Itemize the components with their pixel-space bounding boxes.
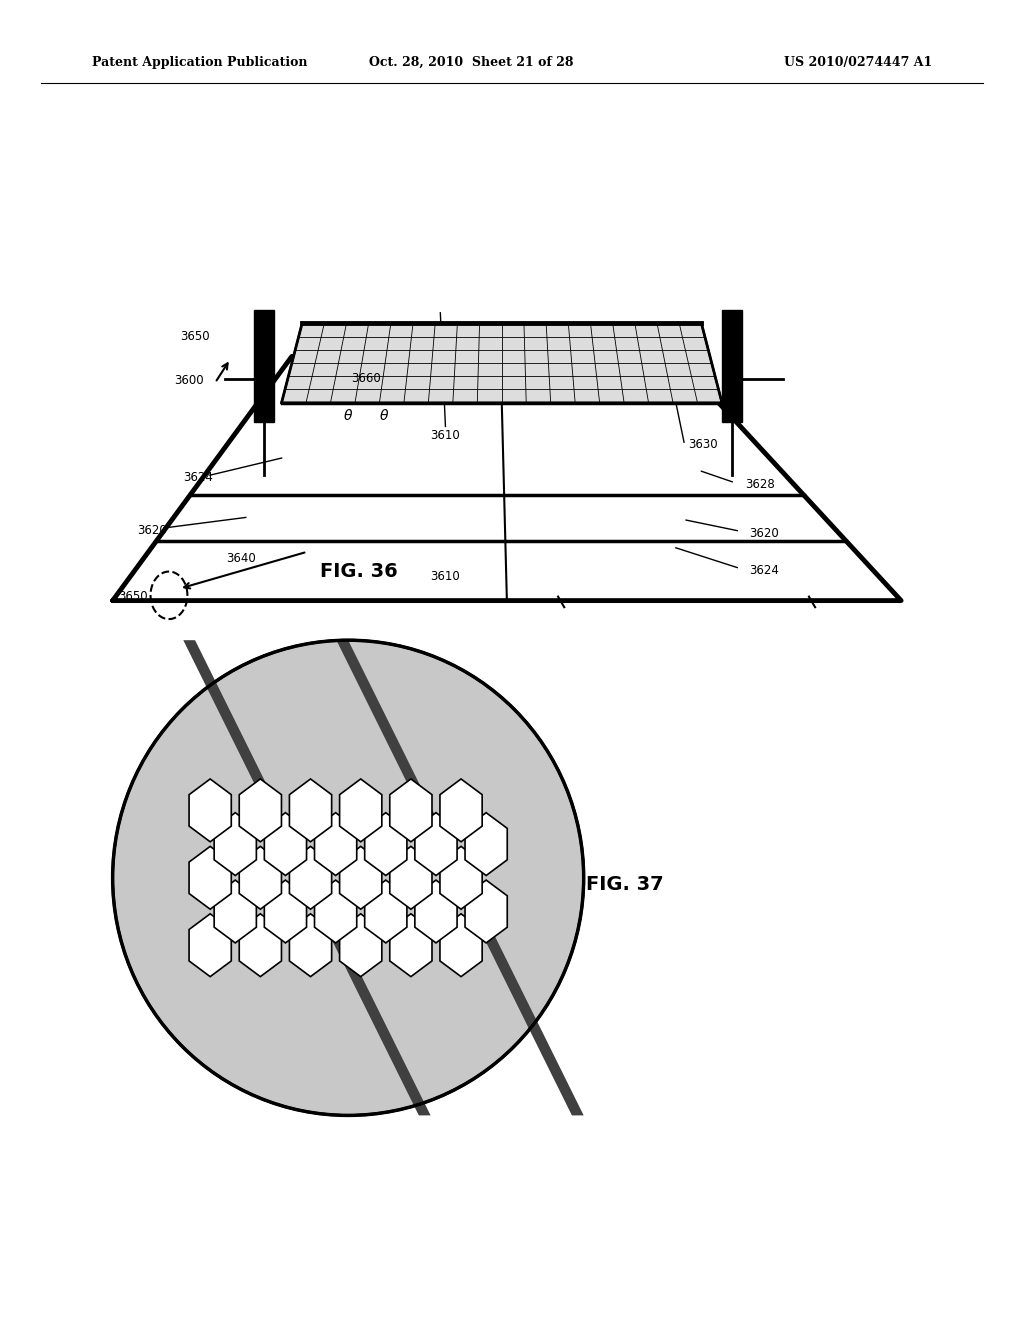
Text: 3650: 3650	[119, 590, 147, 603]
Text: FIG. 36: FIG. 36	[319, 562, 397, 581]
Text: 3620: 3620	[136, 524, 167, 537]
Text: 3620: 3620	[750, 527, 779, 540]
Polygon shape	[415, 813, 457, 875]
Text: 3624: 3624	[750, 564, 779, 577]
Polygon shape	[336, 640, 584, 1115]
Polygon shape	[183, 640, 431, 1115]
Text: Patent Application Publication: Patent Application Publication	[92, 55, 307, 69]
Polygon shape	[440, 779, 482, 842]
Polygon shape	[415, 880, 457, 942]
Polygon shape	[290, 779, 332, 842]
Polygon shape	[340, 846, 382, 909]
Text: 3600: 3600	[175, 374, 204, 387]
Polygon shape	[390, 913, 432, 977]
Polygon shape	[282, 323, 722, 403]
Text: Oct. 28, 2010  Sheet 21 of 28: Oct. 28, 2010 Sheet 21 of 28	[369, 55, 573, 69]
Polygon shape	[390, 846, 432, 909]
Ellipse shape	[113, 640, 584, 1115]
Text: US 2010/0274447 A1: US 2010/0274447 A1	[783, 55, 932, 69]
Text: 3680: 3680	[473, 927, 503, 940]
Polygon shape	[214, 880, 256, 942]
Polygon shape	[240, 779, 282, 842]
Polygon shape	[365, 880, 407, 942]
Bar	[722, 310, 742, 422]
Polygon shape	[340, 779, 382, 842]
Text: 3640: 3640	[225, 552, 256, 565]
Text: 3610: 3610	[430, 429, 461, 442]
Text: 3610: 3610	[430, 570, 461, 583]
Text: 3660: 3660	[351, 372, 381, 385]
Polygon shape	[240, 846, 282, 909]
Text: 3630: 3630	[688, 438, 718, 451]
Text: FIG. 37: FIG. 37	[586, 875, 664, 894]
Text: 3628: 3628	[745, 478, 775, 491]
Polygon shape	[440, 913, 482, 977]
Polygon shape	[465, 813, 507, 875]
Polygon shape	[290, 913, 332, 977]
Text: 3650: 3650	[180, 330, 209, 343]
Polygon shape	[189, 779, 231, 842]
Text: $\theta$: $\theta$	[343, 408, 353, 424]
Polygon shape	[440, 846, 482, 909]
Polygon shape	[189, 913, 231, 977]
Text: 3610: 3610	[179, 970, 210, 983]
Polygon shape	[264, 813, 306, 875]
Polygon shape	[390, 779, 432, 842]
Polygon shape	[365, 813, 407, 875]
Text: 3670: 3670	[473, 805, 503, 818]
Polygon shape	[290, 846, 332, 909]
Polygon shape	[340, 913, 382, 977]
Polygon shape	[264, 880, 306, 942]
Polygon shape	[214, 813, 256, 875]
Polygon shape	[189, 846, 231, 909]
Text: 3624: 3624	[182, 471, 213, 484]
Polygon shape	[314, 813, 356, 875]
Bar	[254, 310, 274, 422]
Text: $\theta$: $\theta$	[379, 408, 389, 424]
Polygon shape	[465, 880, 507, 942]
Polygon shape	[240, 913, 282, 977]
Polygon shape	[314, 880, 356, 942]
